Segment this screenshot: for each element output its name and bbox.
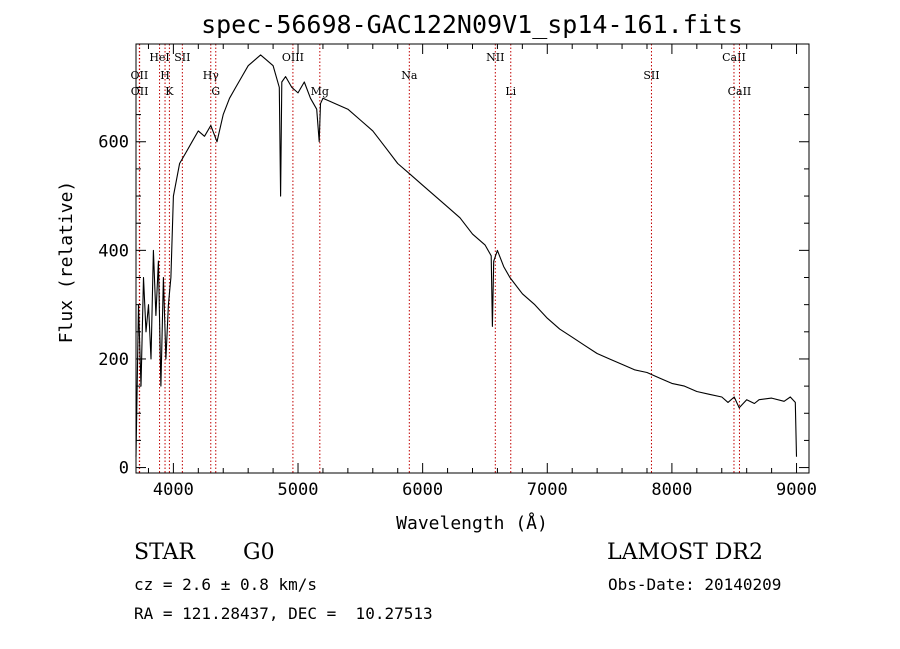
spectral-line-label: Li	[505, 85, 516, 98]
x-tick-label: 6000	[402, 480, 443, 500]
y-tick-label: 0	[119, 459, 129, 479]
axis-ticks: 4000 5000 6000 7000 8000 9000 0 200 400 600	[98, 44, 817, 500]
spectral-line-markers: OIIOIIHeIHKSIIHγGOIIIMgNaNIILiSIICaIICaI…	[131, 44, 752, 473]
x-tick-label: 5000	[278, 480, 319, 500]
spectral-line-label: K	[165, 85, 174, 98]
obs-date: Obs-Date: 20140209	[608, 575, 782, 594]
y-tick-label: 200	[98, 350, 129, 370]
survey-name: LAMOST DR2	[607, 540, 763, 565]
y-tick-label: 400	[98, 241, 129, 261]
x-tick-label: 9000	[776, 480, 817, 500]
x-tick-label: 4000	[153, 480, 194, 500]
redshift-text: cz = 2.6 ± 0.8 km/s	[134, 575, 318, 594]
spectral-line-label: CaII	[722, 51, 746, 64]
y-tick-label: 600	[98, 133, 129, 153]
spectral-line-label: HeI	[149, 51, 169, 64]
object-class: STAR	[134, 540, 195, 565]
spectral-line-label: SII	[643, 69, 659, 82]
spectral-line-label: OII	[131, 85, 149, 98]
spectrum-line	[135, 54, 798, 457]
x-tick-label: 7000	[527, 480, 568, 500]
spectral-line-label: CaII	[728, 85, 752, 98]
coordinates: RA = 121.28437, DEC = 10.27513	[134, 604, 433, 623]
y-axis-label: Flux (relative)	[56, 181, 77, 344]
spectral-line-label: Na	[401, 69, 418, 82]
spectral-line-label: Mg	[311, 85, 329, 98]
x-tick-label: 8000	[651, 480, 692, 500]
spectral-line-label: OIII	[282, 51, 304, 64]
spectral-line-label: G	[211, 85, 220, 98]
spectral-line-label: SII	[174, 51, 190, 64]
spectral-line-label: Hγ	[203, 69, 220, 82]
spectral-line-label: H	[160, 69, 170, 82]
plot-frame	[135, 43, 810, 474]
series-layer	[135, 54, 798, 457]
object-subclass: G0	[243, 540, 275, 565]
x-axis-label: Wavelength (Å)	[396, 512, 548, 534]
chart-title: spec-56698-GAC122N09V1_sp14-161.fits	[201, 10, 743, 39]
spectral-line-label: NII	[486, 51, 504, 64]
